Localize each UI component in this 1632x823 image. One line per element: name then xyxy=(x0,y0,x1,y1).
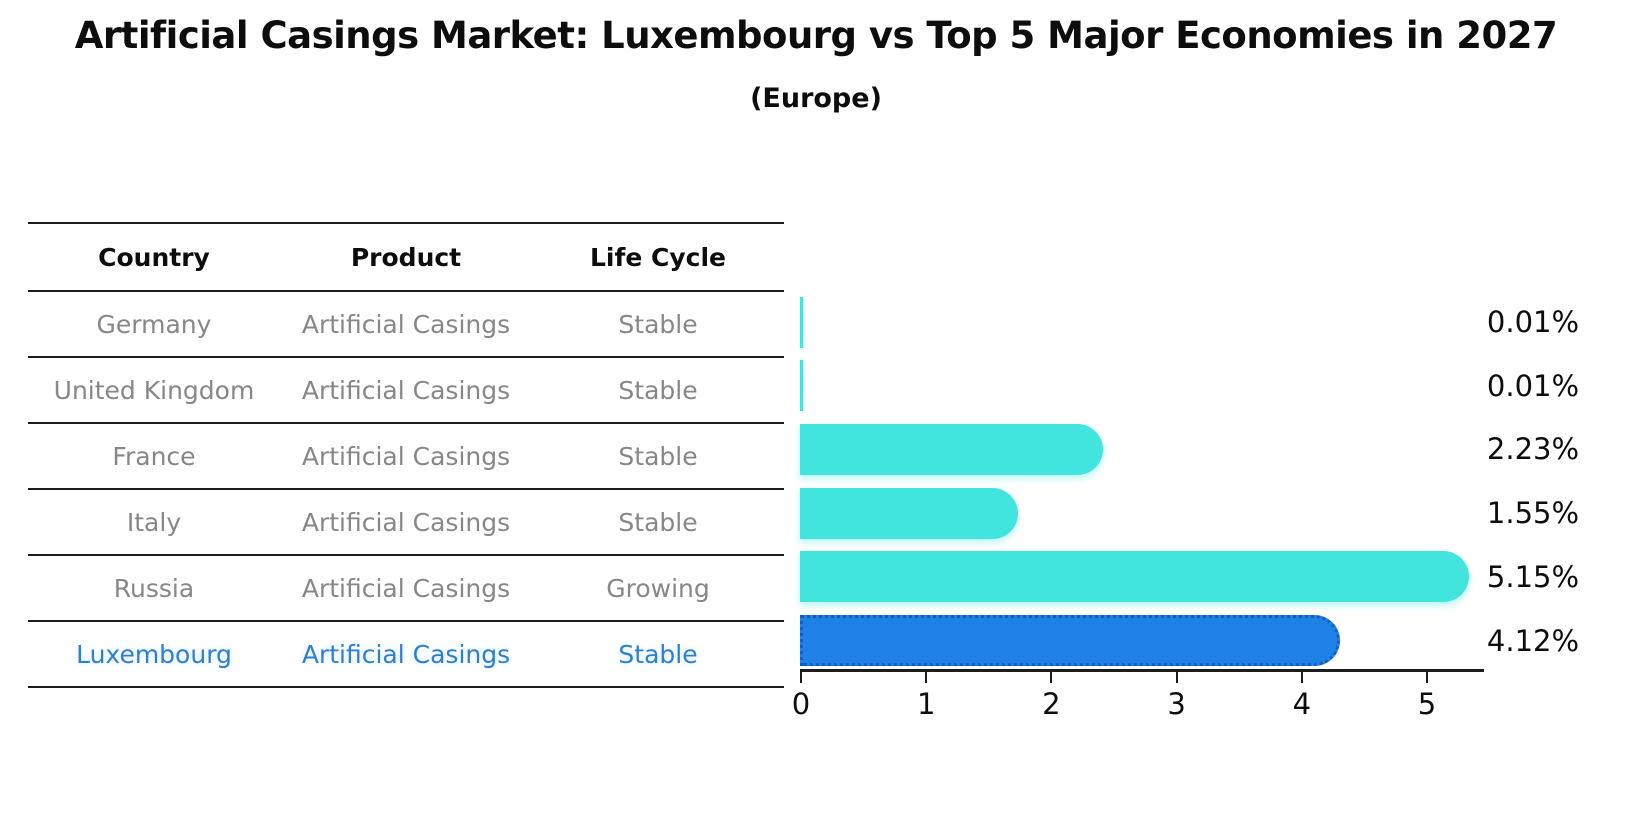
cell-product: Artificial Casings xyxy=(301,507,511,537)
bar-value-label: 5.15% xyxy=(1486,559,1580,594)
cell-product: Artificial Casings xyxy=(301,375,511,405)
cell-life-cycle: Stable xyxy=(618,309,698,339)
chart-bar-italy xyxy=(800,487,1018,539)
cell-product: Artificial Casings xyxy=(301,573,511,603)
table-row-italy: Italy Artificial Casings Stable xyxy=(28,490,784,556)
x-tick-label: 3 xyxy=(1167,687,1186,721)
country-info-table: Country Product Life Cycle Germany Artifi… xyxy=(28,222,784,688)
chart-bar-luxembourg xyxy=(800,615,1340,666)
cell-country: France xyxy=(112,441,196,471)
table-row-germany: Germany Artificial Casings Stable xyxy=(28,292,784,358)
cell-life-cycle: Stable xyxy=(618,639,698,669)
cell-life-cycle: Stable xyxy=(618,441,698,471)
chart-bar-france xyxy=(800,423,1103,475)
x-tick-label: 4 xyxy=(1292,687,1312,721)
cell-product: Artificial Casings xyxy=(301,309,511,339)
bar-value-label: 0.01% xyxy=(1486,305,1580,339)
chart-bar-germany xyxy=(800,296,803,348)
bar-value-label: 1.55% xyxy=(1486,496,1580,531)
chart-subtitle: (Europe) xyxy=(750,83,882,114)
bar-value-label: 4.12% xyxy=(1486,623,1580,658)
x-axis xyxy=(800,669,1484,672)
x-tick-label: 0 xyxy=(791,687,811,721)
x-tick xyxy=(1300,672,1303,683)
cell-product: Artificial Casings xyxy=(301,639,511,669)
column-header-product: Product xyxy=(350,242,462,272)
chart-bar-russia xyxy=(800,551,1469,603)
cell-product: Artificial Casings xyxy=(301,441,511,471)
cell-country: Russia xyxy=(113,573,195,603)
cell-life-cycle: Stable xyxy=(618,507,698,537)
table-row-russia: Russia Artificial Casings Growing xyxy=(28,556,784,622)
x-tick xyxy=(1175,672,1178,683)
table-row-luxembourg: Luxembourg Artificial Casings Stable xyxy=(28,622,784,688)
x-tick xyxy=(925,672,928,683)
x-tick xyxy=(800,672,802,683)
x-tick xyxy=(1426,672,1428,683)
x-tick-label: 5 xyxy=(1417,687,1437,721)
chart-bar-united-kingdom xyxy=(800,360,803,412)
cell-country: Italy xyxy=(126,507,182,537)
cell-life-cycle: Stable xyxy=(618,375,698,405)
column-header-country: Country xyxy=(98,242,210,272)
cell-country: Luxembourg xyxy=(76,639,232,669)
bar-value-label: 0.01% xyxy=(1486,368,1580,403)
table-row-united-kingdom: United Kingdom Artificial Casings Stable xyxy=(28,358,784,424)
table-header-row: Country Product Life Cycle xyxy=(28,224,784,292)
table-row-france: France Artificial Casings Stable xyxy=(28,424,784,490)
x-tick-label: 1 xyxy=(916,687,936,721)
x-tick xyxy=(1050,672,1053,683)
cell-country: United Kingdom xyxy=(53,375,255,405)
chart-title: Artificial Casings Market: Luxembourg vs… xyxy=(74,14,1558,57)
cell-country: Germany xyxy=(96,309,212,339)
cell-life-cycle: Growing xyxy=(606,573,710,603)
x-tick-label: 2 xyxy=(1042,687,1061,721)
column-header-lifecycle: Life Cycle xyxy=(589,242,727,272)
bar-value-label: 2.23% xyxy=(1486,432,1580,467)
